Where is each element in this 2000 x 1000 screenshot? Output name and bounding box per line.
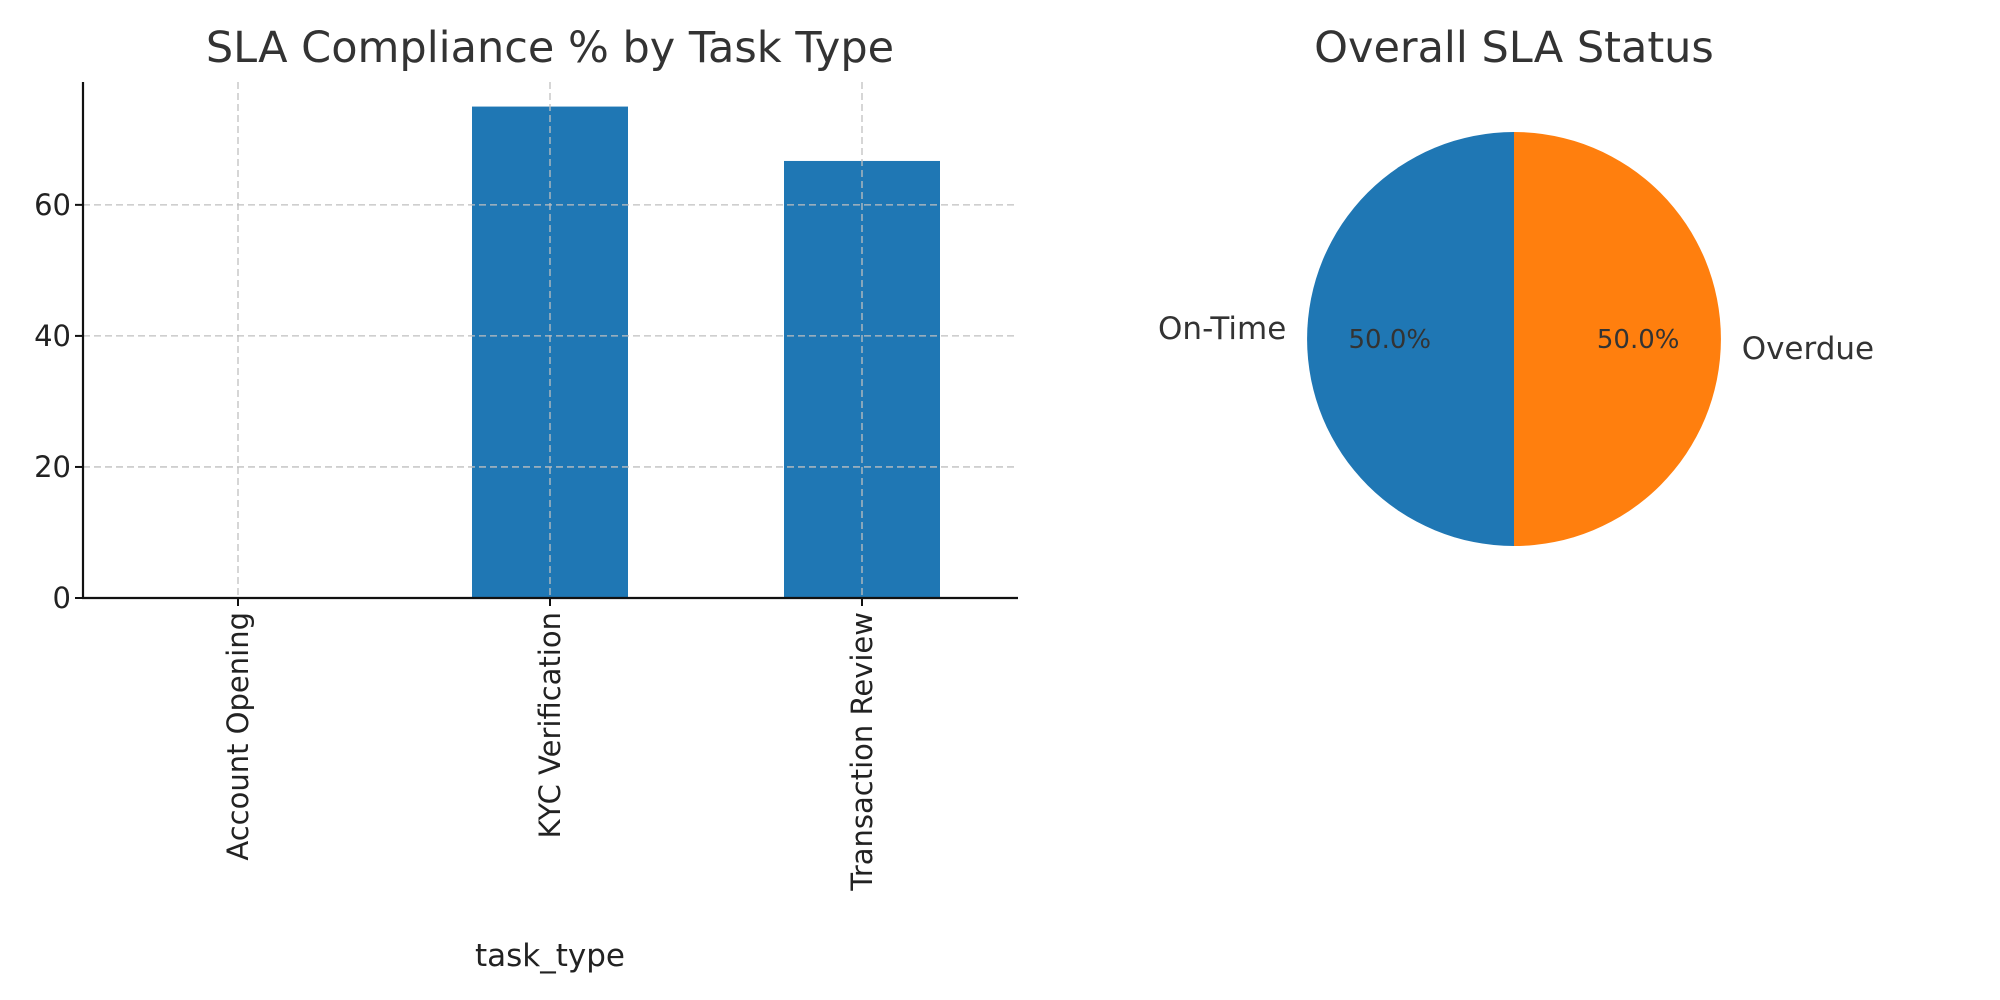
x-tick-label: Account Opening — [221, 612, 255, 861]
y-tick-label: 60 — [34, 188, 71, 222]
bar-chart: SLA Compliance % by Task Type 0 20 40 60 Ac… — [34, 23, 1018, 974]
x-axis-label: task_type — [475, 938, 625, 974]
bar-chart-y-ticks: 0 20 40 60 — [34, 188, 83, 615]
pie-chart: Overall SLA Status On-Time 50.0% Overdue 50… — [1158, 23, 1874, 546]
pie-label: Overdue — [1742, 331, 1874, 367]
bar-chart-title: SLA Compliance % by Task Type — [206, 23, 894, 73]
y-tick-label: 20 — [34, 450, 71, 484]
bar-chart-bars — [472, 106, 940, 599]
pie-pct-label: 50.0% — [1597, 325, 1680, 355]
pie-pct-label: 50.0% — [1348, 325, 1431, 355]
x-tick-label: KYC Verification — [533, 612, 567, 839]
bar-chart-x-ticks: Account Opening KYC Verification Transacti… — [221, 598, 879, 892]
y-tick-label: 0 — [53, 581, 71, 615]
pie-chart-slices — [1307, 132, 1721, 546]
pie-slice-on-time — [1307, 132, 1514, 546]
x-tick-label: Transaction Review — [845, 612, 879, 892]
y-tick-label: 40 — [34, 319, 71, 353]
bar-chart-gridlines — [83, 82, 1018, 598]
pie-slice-overdue — [1514, 132, 1721, 546]
pie-label: On-Time — [1158, 311, 1286, 347]
pie-chart-title: Overall SLA Status — [1314, 23, 1714, 73]
pie-chart-labels: On-Time 50.0% Overdue 50.0% — [1158, 311, 1874, 367]
